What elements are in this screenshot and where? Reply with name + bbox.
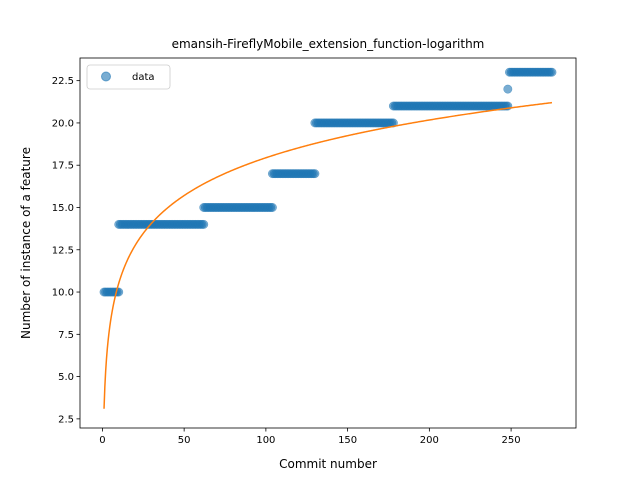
legend: data [86, 64, 171, 90]
y-tick-label: 15.0 [52, 203, 74, 214]
y-tick-label: 22.5 [52, 76, 74, 87]
data-point [267, 203, 277, 212]
x-tick-label: 150 [338, 435, 357, 446]
x-tick-label: 200 [420, 435, 439, 446]
y-tick-label: 20.0 [52, 118, 74, 129]
data-point [503, 84, 513, 94]
y-axis-label: Number of instance of a feature [19, 147, 33, 339]
fit-line [103, 101, 553, 409]
y-tick-label: 12.5 [52, 245, 74, 256]
legend-marker-data [101, 71, 111, 82]
data-point [547, 67, 557, 77]
legend-box [86, 64, 171, 90]
x-tick-label: 100 [256, 435, 275, 446]
x-tick-label: 50 [178, 435, 191, 446]
y-tick-label: 17.5 [52, 161, 74, 172]
chart-title: emansih-FireflyMobile_extension_function… [172, 37, 485, 51]
data-point [199, 219, 209, 229]
data-point [310, 169, 320, 179]
y-tick-label: 10.0 [52, 288, 74, 299]
y-tick-label: 2.5 [58, 414, 74, 425]
plot-frame [79, 57, 577, 429]
x-axis-ticks: 0 50 100 150 200 250 [99, 428, 521, 446]
x-axis-label: Commit number [279, 457, 377, 471]
y-tick-label: 7.5 [58, 330, 74, 341]
y-axis-ticks: 2.5 5.0 7.5 10.0 12.5 15.0 17.5 20.0 22.5 [52, 76, 80, 425]
legend-label-data: data [132, 72, 155, 83]
plot-area [99, 67, 557, 409]
data-point [388, 118, 398, 128]
y-tick-label: 5.0 [58, 372, 74, 383]
x-tick-label: 0 [99, 435, 105, 446]
x-tick-label: 250 [502, 435, 521, 446]
